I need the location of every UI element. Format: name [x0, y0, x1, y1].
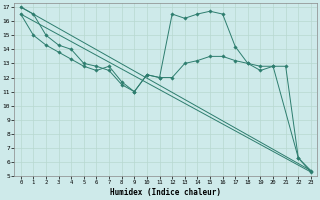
X-axis label: Humidex (Indice chaleur): Humidex (Indice chaleur) [110, 188, 221, 197]
